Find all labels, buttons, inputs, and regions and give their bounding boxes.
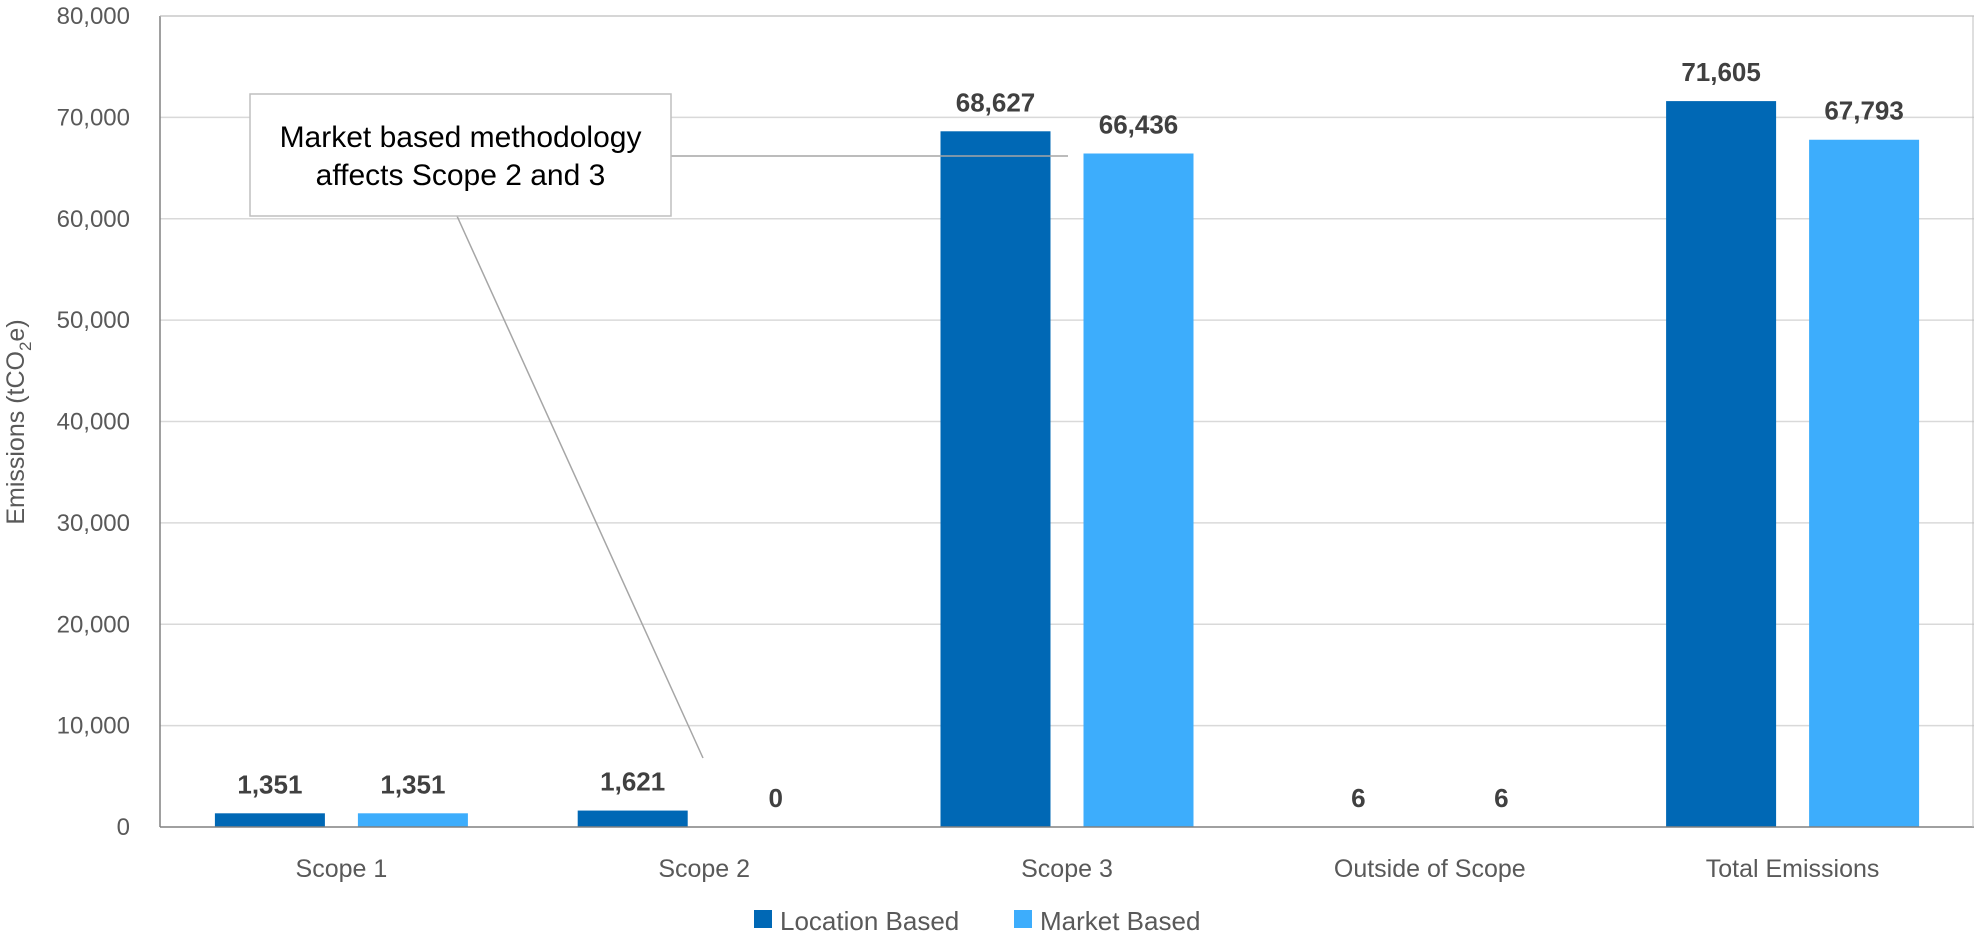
bar-location xyxy=(578,811,688,827)
y-tick-label: 80,000 xyxy=(57,3,130,30)
y-tick-label: 50,000 xyxy=(57,307,130,334)
data-label: 6 xyxy=(1351,783,1365,813)
data-label: 1,351 xyxy=(380,769,445,799)
bar-location xyxy=(941,131,1051,827)
bar-location xyxy=(1666,101,1776,827)
x-category-label: Scope 3 xyxy=(1021,855,1113,883)
y-tick-label: 20,000 xyxy=(57,611,130,638)
callout-text: Market based methodology xyxy=(280,121,642,154)
bar-market xyxy=(358,813,468,827)
y-tick-label: 70,000 xyxy=(57,104,130,131)
y-tick-label: 60,000 xyxy=(57,206,130,233)
data-label: 1,351 xyxy=(237,769,302,799)
callout-leader-scope2 xyxy=(457,216,703,758)
x-category-label: Total Emissions xyxy=(1706,855,1880,883)
bar-market xyxy=(1809,140,1919,827)
x-category-label: Outside of Scope xyxy=(1334,855,1526,883)
legend-label: Market Based xyxy=(1040,906,1200,936)
y-tick-label: 10,000 xyxy=(57,713,130,740)
y-tick-label: 30,000 xyxy=(57,510,130,537)
data-label: 0 xyxy=(768,783,782,813)
y-tick-label: 40,000 xyxy=(57,409,130,436)
legend-label: Location Based xyxy=(780,906,959,936)
data-label: 68,627 xyxy=(956,87,1036,117)
x-category-label: Scope 2 xyxy=(658,855,750,883)
bar-location xyxy=(215,813,325,827)
y-tick-label: 0 xyxy=(117,814,130,841)
data-label: 1,621 xyxy=(600,767,665,797)
data-label: 67,793 xyxy=(1824,96,1904,126)
legend: Location Based Market Based xyxy=(754,906,1200,936)
legend-swatch xyxy=(1014,910,1032,928)
data-label: 71,605 xyxy=(1681,57,1761,87)
y-axis-title: Emissions (tCO2e) xyxy=(2,319,35,524)
data-label: 66,436 xyxy=(1099,110,1179,140)
callout-box xyxy=(250,94,671,216)
data-label: 6 xyxy=(1494,783,1508,813)
bar-market xyxy=(1084,154,1194,827)
callout-text: affects Scope 2 and 3 xyxy=(316,159,606,192)
x-category-label: Scope 1 xyxy=(296,855,388,883)
legend-swatch xyxy=(754,910,772,928)
